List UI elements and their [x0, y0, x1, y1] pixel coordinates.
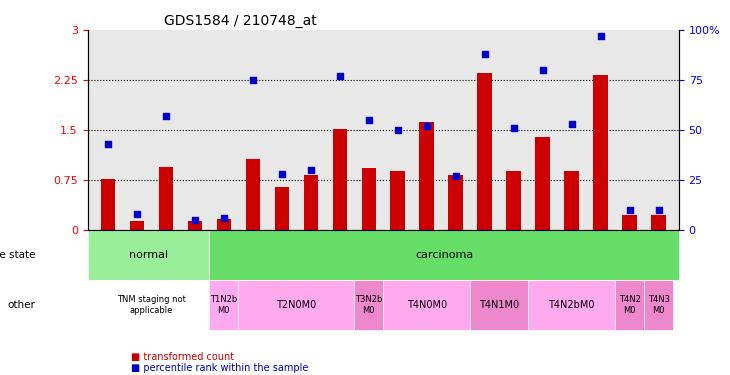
Bar [274, 187, 289, 230]
Text: T4N0M0: T4N0M0 [407, 300, 447, 310]
Text: normal: normal [129, 250, 168, 260]
FancyBboxPatch shape [615, 280, 644, 330]
Point [218, 215, 230, 221]
Text: carcinoma: carcinoma [415, 250, 473, 260]
Point [624, 207, 636, 213]
Point [566, 121, 577, 127]
Bar [391, 171, 405, 230]
Text: T4N3
M0: T4N3 M0 [648, 295, 669, 315]
Point [276, 171, 288, 177]
Bar [158, 166, 173, 230]
Point [305, 167, 317, 173]
Bar [361, 168, 376, 230]
Point [189, 217, 201, 223]
Bar [564, 171, 579, 230]
Bar [507, 171, 521, 230]
Text: T4N1M0: T4N1M0 [479, 300, 519, 310]
Bar [217, 219, 231, 230]
Point [334, 73, 345, 79]
Bar [535, 136, 550, 230]
Bar [130, 221, 144, 230]
Bar [101, 178, 115, 230]
Bar [448, 176, 463, 230]
Point [653, 207, 664, 213]
Point [392, 127, 404, 133]
Point [421, 123, 433, 129]
FancyBboxPatch shape [644, 280, 673, 330]
Text: T3N2b
M0: T3N2b M0 [355, 295, 383, 315]
Point [160, 113, 172, 119]
FancyBboxPatch shape [354, 280, 383, 330]
Bar [477, 74, 492, 230]
Text: other: other [7, 300, 36, 310]
Text: disease state: disease state [0, 250, 36, 260]
FancyBboxPatch shape [210, 280, 238, 330]
Text: ■ percentile rank within the sample: ■ percentile rank within the sample [131, 363, 309, 373]
Text: GDS1584 / 210748_at: GDS1584 / 210748_at [164, 13, 318, 28]
FancyBboxPatch shape [88, 230, 210, 280]
Text: T4N2bM0: T4N2bM0 [548, 300, 595, 310]
Bar [593, 75, 608, 230]
Text: T2N0M0: T2N0M0 [276, 300, 316, 310]
Point [131, 211, 143, 217]
Bar [304, 176, 318, 230]
Bar [333, 129, 347, 230]
Text: ■ transformed count: ■ transformed count [131, 352, 234, 362]
Point [479, 51, 491, 57]
Bar [245, 159, 260, 230]
FancyBboxPatch shape [383, 280, 470, 330]
FancyBboxPatch shape [529, 280, 615, 330]
Point [450, 173, 461, 179]
FancyBboxPatch shape [470, 280, 529, 330]
Point [102, 141, 114, 147]
Bar [188, 221, 202, 230]
Bar [623, 215, 637, 230]
Point [508, 125, 520, 131]
FancyBboxPatch shape [93, 280, 210, 330]
Point [363, 117, 374, 123]
FancyBboxPatch shape [210, 230, 679, 280]
Bar [420, 122, 434, 230]
Bar [651, 215, 666, 230]
Point [537, 67, 548, 73]
Text: T4N2
M0: T4N2 M0 [619, 295, 640, 315]
Point [247, 77, 258, 83]
Text: T1N2b
M0: T1N2b M0 [210, 295, 237, 315]
FancyBboxPatch shape [238, 280, 354, 330]
Point [595, 33, 607, 39]
Text: TNM staging not
applicable: TNM staging not applicable [117, 295, 186, 315]
